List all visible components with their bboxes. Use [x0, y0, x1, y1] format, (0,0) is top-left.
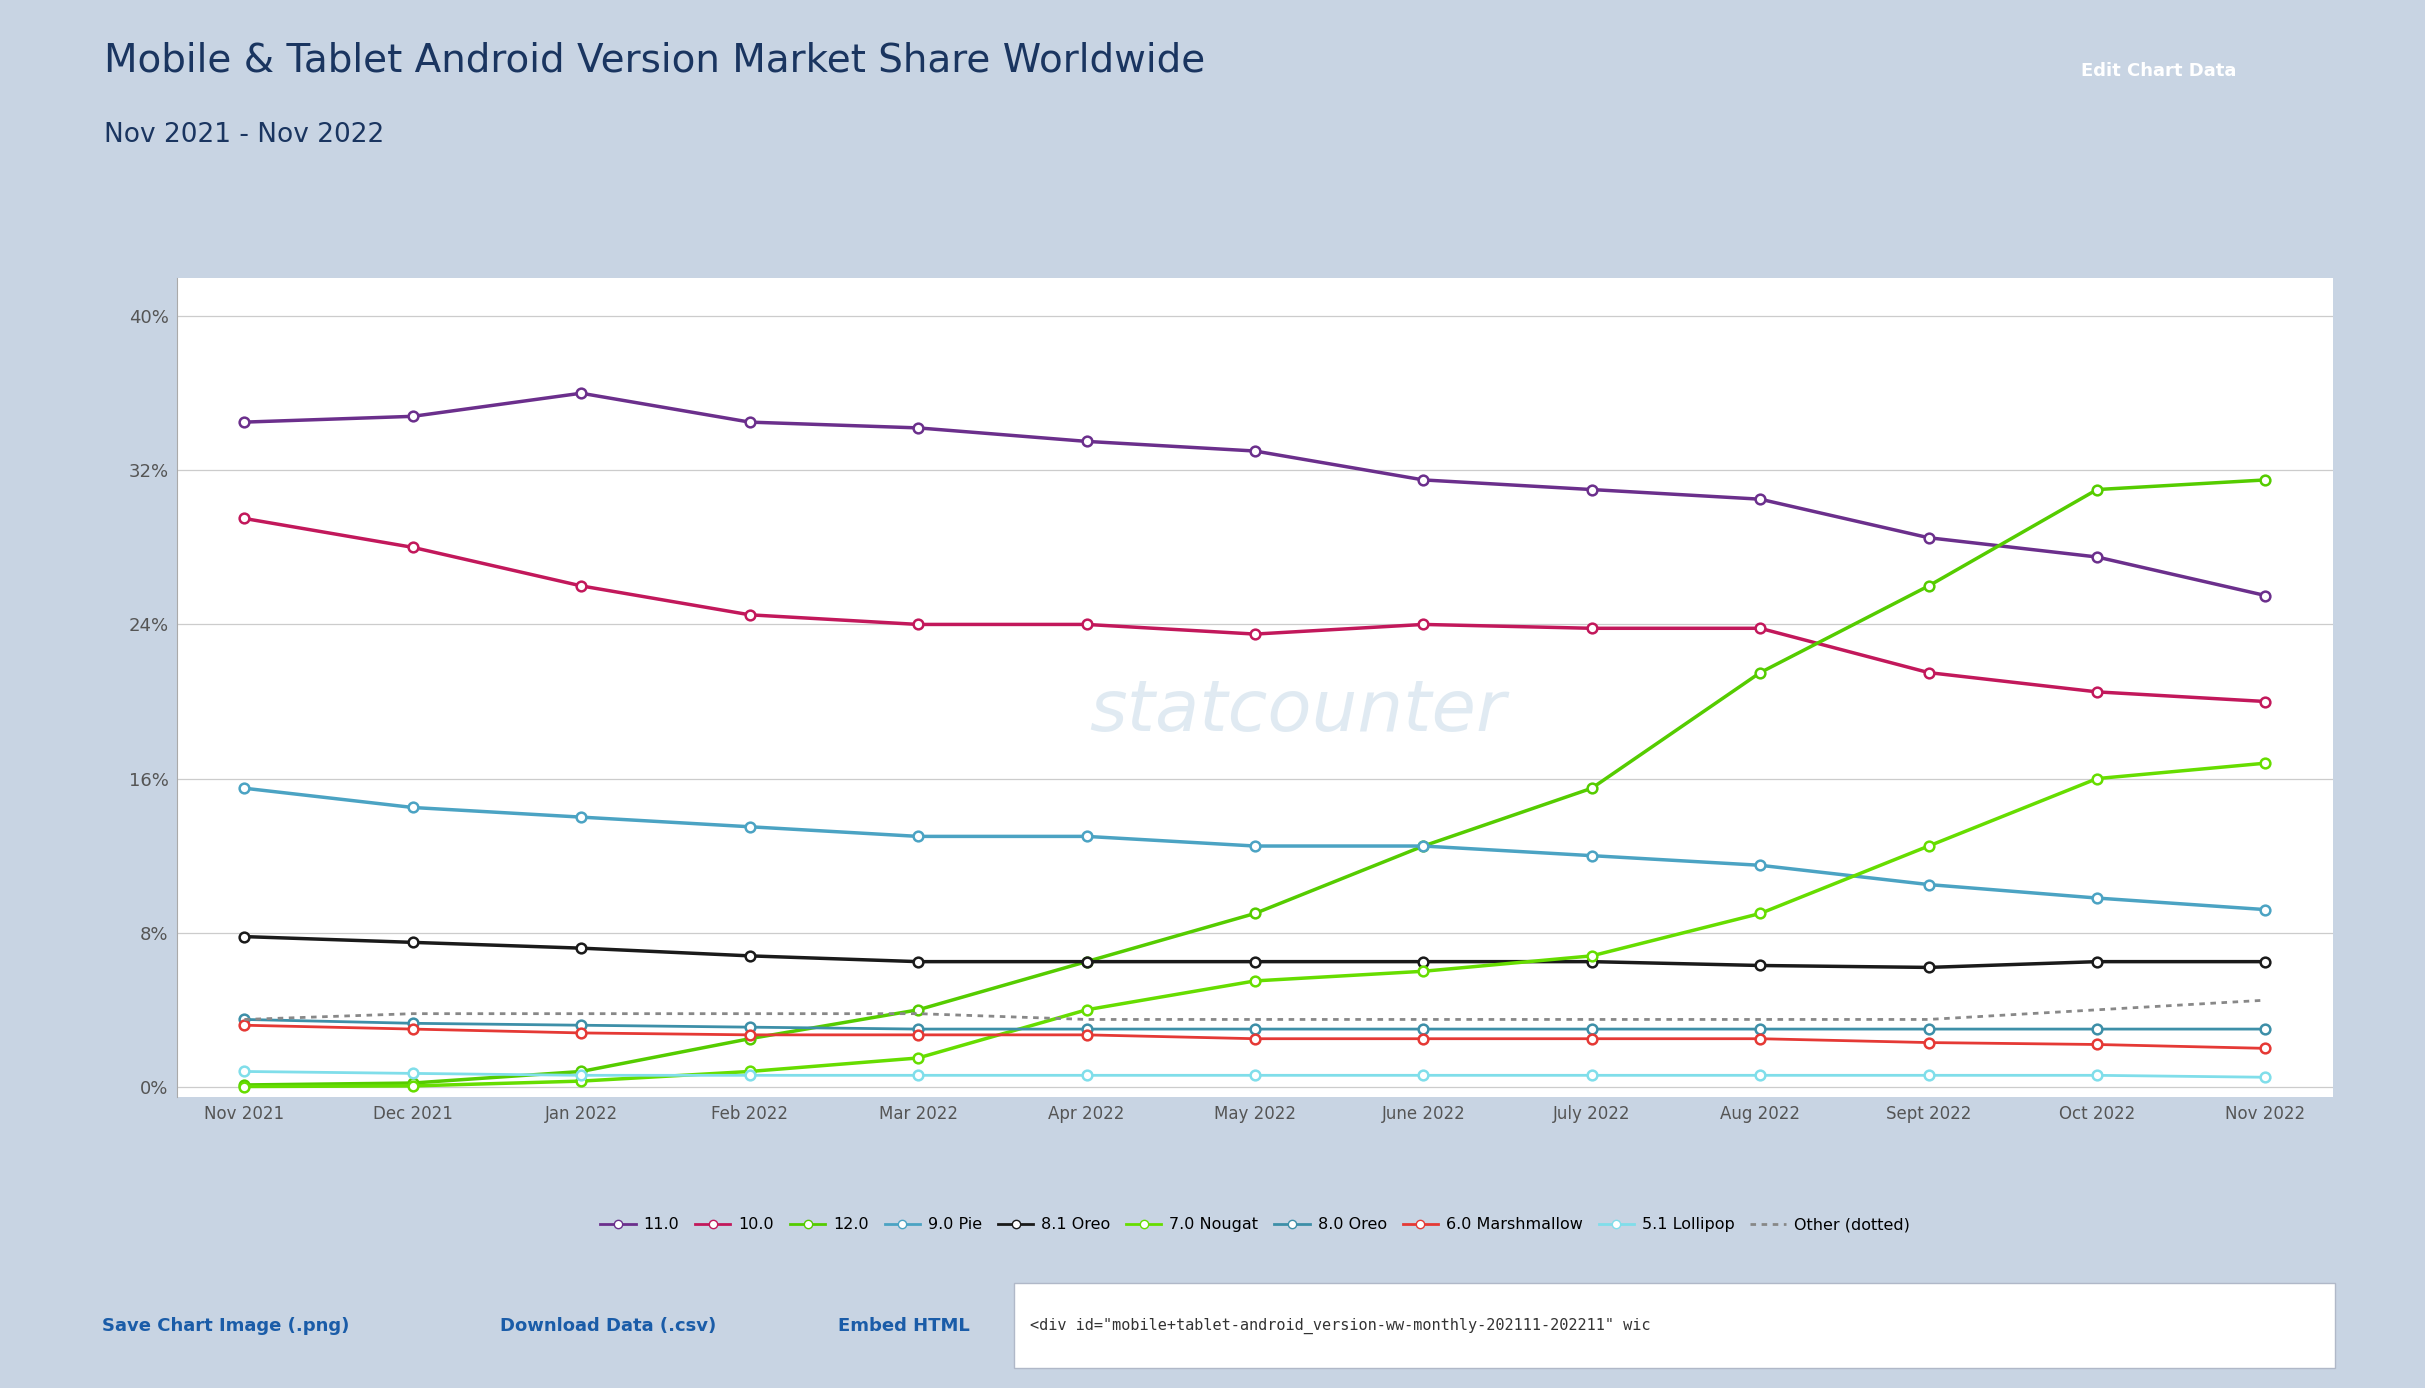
Text: <div id="mobile+tablet-android_version-ww-monthly-202111-202211" wic: <div id="mobile+tablet-android_version-w…: [1031, 1317, 1651, 1334]
Text: Download Data (.csv): Download Data (.csv): [500, 1317, 715, 1334]
Text: Save Chart Image (.png): Save Chart Image (.png): [102, 1317, 349, 1334]
Text: statcounter: statcounter: [1089, 677, 1506, 747]
Legend: 11.0, 10.0, 12.0, 9.0 Pie, 8.1 Oreo, 7.0 Nougat, 8.0 Oreo, 6.0 Marshmallow, 5.1 : 11.0, 10.0, 12.0, 9.0 Pie, 8.1 Oreo, 7.0…: [594, 1210, 1916, 1238]
Text: Nov 2021 - Nov 2022: Nov 2021 - Nov 2022: [104, 122, 386, 149]
FancyBboxPatch shape: [1014, 1284, 2335, 1367]
Text: Edit Chart Data: Edit Chart Data: [2081, 62, 2236, 79]
Text: Mobile & Tablet Android Version Market Share Worldwide: Mobile & Tablet Android Version Market S…: [104, 42, 1205, 79]
Text: Embed HTML: Embed HTML: [839, 1317, 970, 1334]
